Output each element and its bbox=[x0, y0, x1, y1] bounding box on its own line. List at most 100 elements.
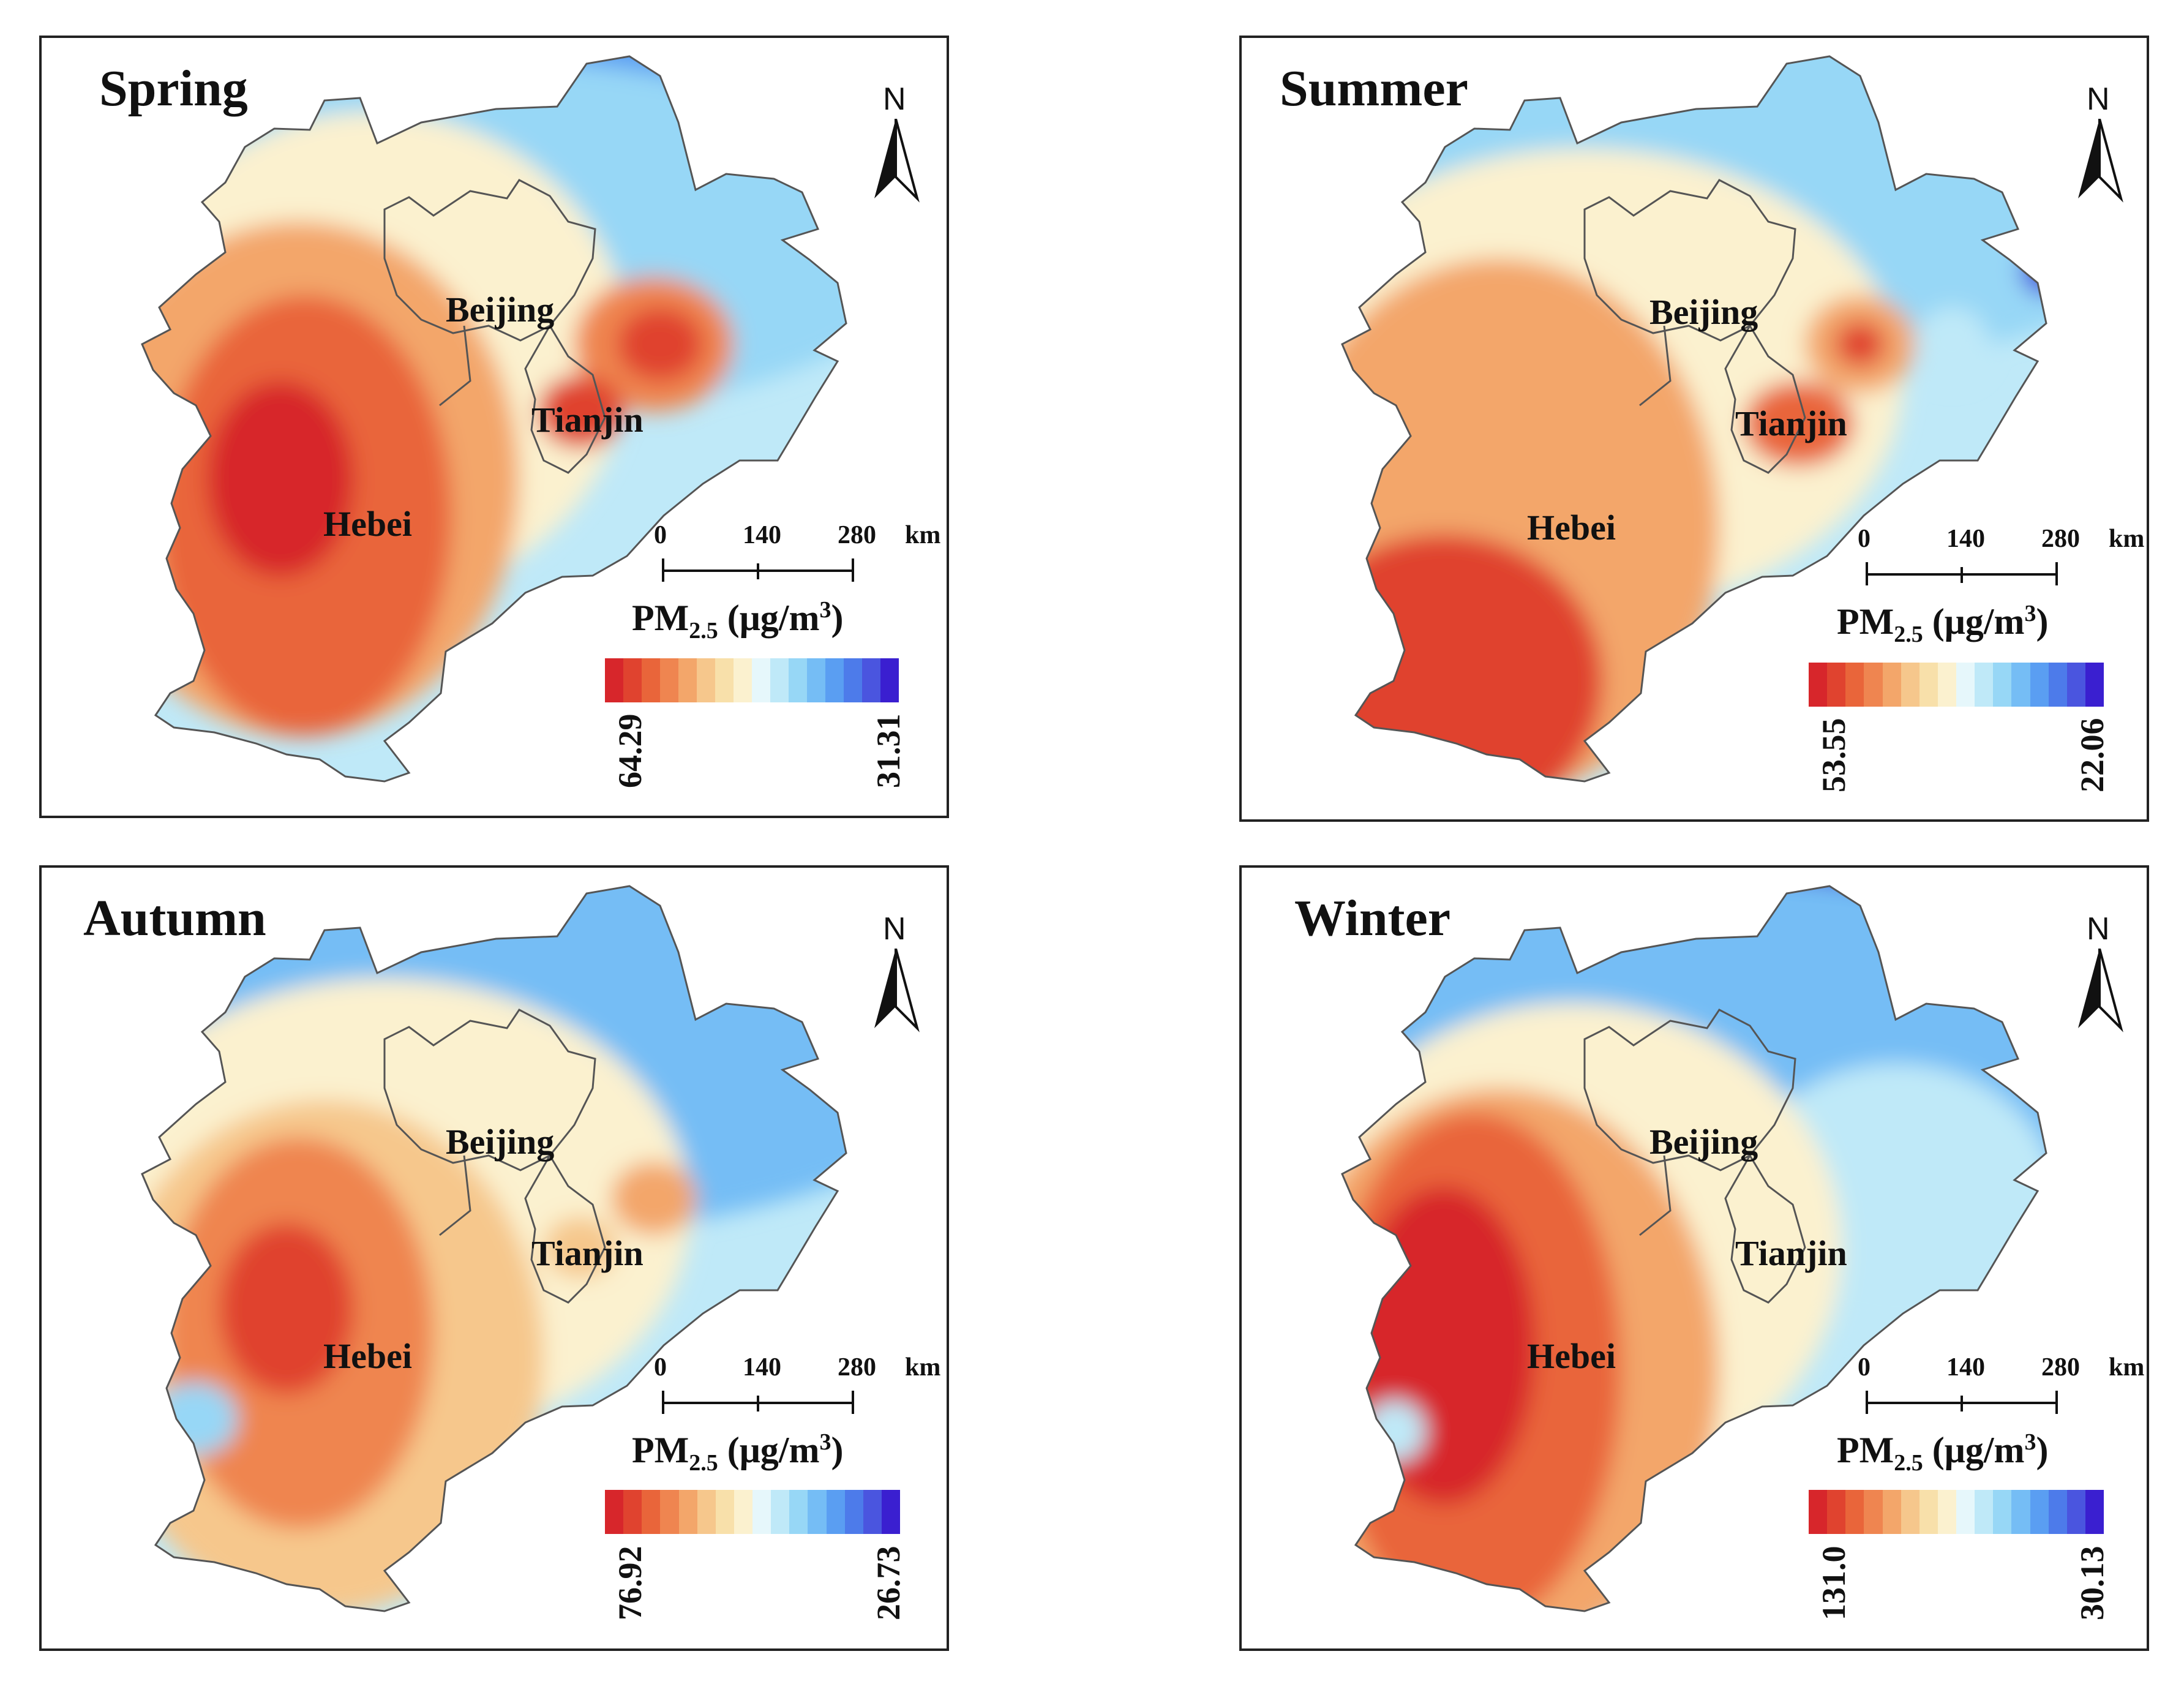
season-title: Spring bbox=[99, 60, 248, 117]
map-panel-winter: Winter N Beijing Tianjin Hebei 0 140 280 km… bbox=[1239, 865, 2149, 1651]
legend-swatch bbox=[1993, 663, 2012, 707]
scale-label-t2: 280 bbox=[2041, 525, 2080, 553]
region-label-tianjin: Tianjin bbox=[1735, 1233, 1847, 1273]
legend-swatch bbox=[678, 658, 697, 702]
scale-label-unit: km bbox=[905, 1353, 941, 1381]
scale-label-unit: km bbox=[2109, 1353, 2145, 1381]
legend-swatch bbox=[1845, 663, 1864, 707]
legend-swatch bbox=[1809, 1490, 1828, 1534]
legend-min-value: 22.06 bbox=[2074, 718, 2111, 793]
legend-swatch bbox=[1864, 663, 1883, 707]
legend-swatch bbox=[2011, 663, 2030, 707]
scale-label-t2: 280 bbox=[838, 521, 876, 549]
region-label-beijing: Beijing bbox=[446, 1122, 555, 1162]
pm25-surface bbox=[142, 56, 846, 781]
scale-bar: 0 140 280 km bbox=[654, 521, 948, 588]
isoline-band bbox=[1836, 322, 1885, 366]
scale-bar: 0 140 280 km bbox=[1858, 1353, 2152, 1420]
legend-swatch bbox=[752, 1490, 771, 1534]
region-label-beijing: Beijing bbox=[1649, 1122, 1758, 1162]
isoline-band bbox=[207, 381, 354, 577]
legend-swatch bbox=[826, 1490, 845, 1534]
legend-swatch bbox=[1919, 663, 1938, 707]
north-arrow-icon bbox=[874, 949, 920, 1032]
scale-label-unit: km bbox=[905, 521, 941, 549]
pm25-map bbox=[141, 55, 847, 783]
legend-swatch bbox=[1975, 1490, 1994, 1534]
legend-max-value: 64.29 bbox=[612, 713, 648, 789]
legend-swatch bbox=[1919, 1490, 1938, 1534]
scale-label-t0: 0 bbox=[1858, 1353, 1871, 1381]
legend-swatch bbox=[2030, 663, 2049, 707]
legend-swatch bbox=[2066, 1490, 2085, 1534]
legend-max-value: 76.92 bbox=[612, 1546, 648, 1621]
legend-swatch bbox=[660, 1490, 679, 1534]
region-label-beijing: Beijing bbox=[446, 290, 555, 329]
legend-swatch bbox=[1901, 663, 1919, 707]
legend-swatch bbox=[862, 658, 880, 702]
legend-swatch bbox=[1882, 663, 1901, 707]
pm25-surface bbox=[142, 886, 846, 1611]
scale-label-t1: 140 bbox=[743, 1353, 781, 1381]
legend-swatch bbox=[697, 658, 715, 702]
region-label-hebei: Hebei bbox=[1527, 508, 1616, 547]
legend-swatch bbox=[1864, 1490, 1883, 1534]
scale-label-t1: 140 bbox=[1946, 1353, 1985, 1381]
legend-title: PM2.5 (μg/m3) bbox=[1837, 601, 2049, 647]
legend-swatch bbox=[642, 658, 660, 702]
region-outline bbox=[1341, 55, 2047, 783]
scale-line bbox=[662, 1391, 854, 1414]
legend-swatch bbox=[642, 1490, 661, 1534]
legend-swatch bbox=[844, 1490, 863, 1534]
legend-swatch bbox=[789, 1490, 808, 1534]
legend-max-value: 131.0 bbox=[1815, 1546, 1852, 1621]
scale-line bbox=[662, 558, 854, 582]
legend-title: PM2.5 (μg/m3) bbox=[632, 1429, 844, 1476]
legend-swatch bbox=[1845, 1490, 1864, 1534]
isoline-band bbox=[1352, 1186, 1536, 1505]
isoline-band bbox=[611, 1162, 697, 1235]
scale-label-t1: 140 bbox=[1946, 525, 1985, 553]
scale-bar: 0 140 280 km bbox=[1858, 524, 2152, 592]
admin-boundaries bbox=[1583, 179, 1806, 474]
isoline-band bbox=[1342, 534, 1603, 781]
legend-title: PM2.5 (μg/m3) bbox=[632, 597, 844, 644]
legend-swatch bbox=[789, 658, 807, 702]
region-label-tianjin: Tianjin bbox=[531, 1233, 644, 1273]
north-arrow: N bbox=[868, 81, 923, 203]
region-label-beijing: Beijing bbox=[1649, 292, 1758, 332]
legend-swatch bbox=[1956, 1490, 1975, 1534]
scale-label-t0: 0 bbox=[654, 521, 667, 549]
admin-boundaries bbox=[383, 179, 606, 474]
legend-max-value: 53.55 bbox=[1815, 718, 1852, 793]
pm25-map bbox=[141, 885, 847, 1612]
legend-swatch bbox=[808, 1490, 827, 1534]
north-arrow: N bbox=[868, 911, 923, 1033]
legend-swatch bbox=[1937, 663, 1956, 707]
legend-swatch bbox=[2085, 663, 2104, 707]
legend-swatch bbox=[1827, 1490, 1846, 1534]
legend-swatch bbox=[2030, 1490, 2049, 1534]
region-label-tianjin: Tianjin bbox=[531, 400, 644, 440]
admin-boundaries bbox=[1583, 1009, 1806, 1304]
season-title: Winter bbox=[1294, 890, 1451, 947]
north-label: N bbox=[883, 911, 906, 947]
legend-color-ramp bbox=[605, 658, 899, 702]
region-outline bbox=[141, 885, 847, 1612]
legend-color-ramp bbox=[1809, 1490, 2104, 1534]
region-label-tianjin: Tianjin bbox=[1735, 404, 1847, 443]
scale-line bbox=[1866, 562, 2058, 585]
region-label-hebei: Hebei bbox=[1527, 1336, 1616, 1376]
legend-swatch bbox=[734, 1490, 752, 1534]
legend-swatch bbox=[881, 1490, 900, 1534]
legend-swatch bbox=[660, 658, 678, 702]
pm25-surface bbox=[1342, 886, 2046, 1611]
map-panel-autumn: Autumn N Beijing Tianjin Hebei 0 140 280 km… bbox=[39, 865, 949, 1651]
pm25-map bbox=[1341, 55, 2047, 783]
legend-min-value: 31.31 bbox=[870, 713, 907, 789]
legend-min-value: 26.73 bbox=[870, 1546, 907, 1621]
north-arrow-icon bbox=[2078, 119, 2123, 203]
legend-swatch bbox=[678, 1490, 697, 1534]
legend-swatch bbox=[863, 1490, 882, 1534]
legend-swatch bbox=[2085, 1490, 2104, 1534]
